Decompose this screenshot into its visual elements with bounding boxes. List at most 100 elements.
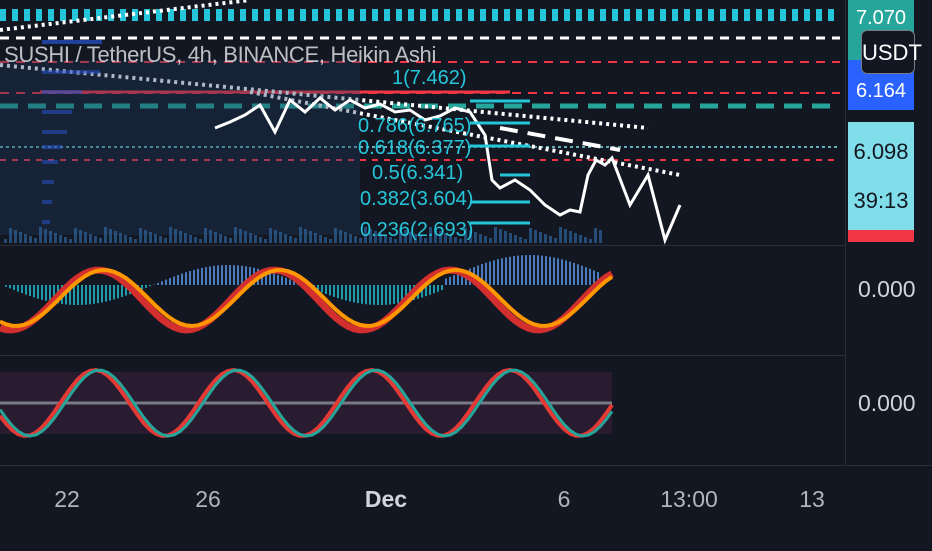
fib-level-label: 0.236(2.693) (360, 219, 474, 241)
volume-bar (194, 237, 197, 243)
volume-bar (309, 231, 312, 243)
stoch-k-line (0, 368, 614, 438)
volume-bar (34, 238, 37, 243)
chart-drawing-layer (0, 0, 840, 438)
trend-line (499, 126, 621, 152)
volume-bar (204, 228, 207, 243)
pane-separator-macd[interactable] (0, 245, 932, 246)
volume-bar (249, 233, 252, 243)
volume-bar (159, 236, 162, 243)
fib-level-label: 0.786(6.765) (358, 115, 472, 137)
time-label: 22 (54, 486, 80, 512)
volume-bar (499, 229, 502, 243)
volume-bar (524, 239, 527, 243)
volume-bar (589, 239, 592, 243)
volume-bar (219, 234, 222, 243)
fib-level-label: 1(7.462) (392, 67, 467, 89)
volume-bar (474, 232, 477, 243)
volume-bar (494, 227, 497, 243)
volume-bar (339, 230, 342, 243)
volume-bar (554, 238, 557, 243)
volume-bar (44, 229, 47, 243)
volume-bar (209, 230, 212, 243)
volume-bar (414, 234, 417, 243)
stoch-axis-value: 0.000 (858, 390, 916, 416)
volume-bar (79, 230, 82, 243)
volume-bar (344, 232, 347, 243)
volume-bar (419, 236, 422, 243)
volume-profile-bar (42, 145, 62, 149)
volume-bar (149, 232, 152, 243)
volume-bar (104, 227, 107, 243)
volume-bar (464, 228, 467, 243)
volume-bar (594, 228, 597, 243)
volume-bar (69, 239, 72, 243)
pane-separator-stoch[interactable] (0, 355, 932, 356)
volume-bar (349, 234, 352, 243)
time-label: 26 (195, 486, 221, 512)
volume-bar (529, 228, 532, 243)
volume-bar (439, 231, 442, 243)
volume-bar (599, 230, 602, 243)
volume-bar (139, 228, 142, 243)
volume-bar (144, 230, 147, 243)
volume-bar (449, 235, 452, 243)
volume-bar (284, 234, 287, 243)
volume-profile-bar (42, 200, 52, 204)
volume-bar (274, 230, 277, 243)
volume-bar (539, 232, 542, 243)
volume-bar (299, 227, 302, 243)
volume-bar (214, 232, 217, 243)
volume-bar (424, 238, 427, 243)
volume-bar (19, 232, 22, 243)
volume-bar (434, 229, 437, 243)
volume-profile-bar (42, 40, 102, 44)
volume-bar (259, 237, 262, 243)
volume-bar (269, 228, 272, 243)
volume-bar (89, 234, 92, 243)
volume-bar (334, 228, 337, 243)
volume-bar (29, 236, 32, 243)
fib-level-label: 0.382(3.604) (360, 188, 474, 210)
volume-bar (399, 228, 402, 243)
volume-bar (504, 231, 507, 243)
volume-bar (9, 228, 12, 243)
volume-bar (314, 233, 317, 243)
volume-bar (199, 239, 202, 243)
volume-bar (109, 229, 112, 243)
volume-bar (569, 231, 572, 243)
volume-bar (329, 239, 332, 243)
time-label: 13:00 (660, 486, 718, 512)
volume-bar (369, 229, 372, 243)
volume-bar (239, 229, 242, 243)
volume-bar (289, 236, 292, 243)
volume-bar (514, 235, 517, 243)
volume-bar (99, 238, 102, 243)
volume-bar (264, 239, 267, 243)
time-axis[interactable] (0, 465, 932, 551)
volume-bar (254, 235, 257, 243)
volume-bar (39, 227, 42, 243)
symbol-title[interactable]: SUSHI / TetherUS, 4h, BINANCE, Heikin As… (4, 42, 437, 67)
volume-bar (74, 228, 77, 243)
time-label: 6 (557, 486, 571, 512)
time-label: Dec (364, 486, 408, 512)
currency-button[interactable]: USDT (861, 30, 922, 74)
macd-line (0, 267, 614, 329)
volume-profile-bar (42, 160, 58, 164)
volume-bar (484, 236, 487, 243)
fib-level-label: 0.618(6.377) (358, 137, 472, 159)
volume-bar (229, 238, 232, 243)
volume-bar (114, 231, 117, 243)
chart-area[interactable] (0, 0, 845, 550)
volume-profile-bar (42, 70, 100, 74)
volume-bar (444, 233, 447, 243)
volume-bar (429, 227, 432, 243)
volume-profile-zone (0, 60, 360, 235)
volume-bar (304, 229, 307, 243)
volume-bar (294, 238, 297, 243)
volume-bar (244, 231, 247, 243)
volume-bar (184, 233, 187, 243)
volume-bar (84, 232, 87, 243)
volume-bar (374, 231, 377, 243)
